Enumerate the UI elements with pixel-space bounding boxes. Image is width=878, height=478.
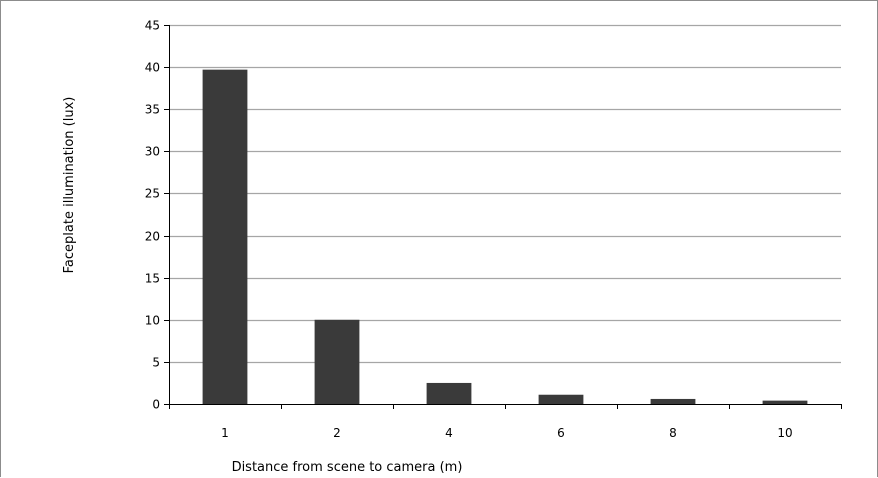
bar-1: [202, 69, 248, 404]
bars: [202, 69, 808, 404]
y-tick-labels: 0 5 10 15 20 25 30 35 40 45: [145, 19, 160, 412]
bar-2: [314, 319, 360, 404]
y-tick-label: 25: [145, 187, 160, 201]
bar-6: [538, 394, 584, 404]
x-tick-label: 8: [669, 426, 677, 440]
bar-8: [650, 398, 696, 404]
x-tick-label: 1: [221, 426, 229, 440]
x-tick-label: 4: [445, 426, 453, 440]
y-tick-label: 35: [145, 103, 160, 117]
gridlines: [169, 24, 841, 364]
y-axis-title: Faceplate illumination (lux): [62, 97, 77, 274]
x-tick-label: 2: [333, 426, 341, 440]
x-tick-label: 6: [557, 426, 565, 440]
axes: [164, 25, 842, 409]
y-tick-label: 0: [152, 398, 160, 412]
y-tick-label: 5: [152, 356, 160, 370]
y-tick-label: 15: [145, 272, 160, 286]
x-axis-title: Distance from scene to camera (m): [232, 460, 463, 475]
y-tick-label: 45: [145, 19, 160, 33]
x-tick-label: 10: [777, 426, 792, 440]
bar-10: [762, 400, 808, 404]
y-tick-label: 30: [145, 145, 160, 159]
bar-4: [426, 382, 472, 404]
y-tick-label: 20: [145, 230, 160, 244]
y-tick-label: 10: [145, 314, 160, 328]
y-tick-label: 40: [145, 61, 160, 75]
x-tick-labels: 1 2 4 6 8 10: [221, 426, 792, 440]
